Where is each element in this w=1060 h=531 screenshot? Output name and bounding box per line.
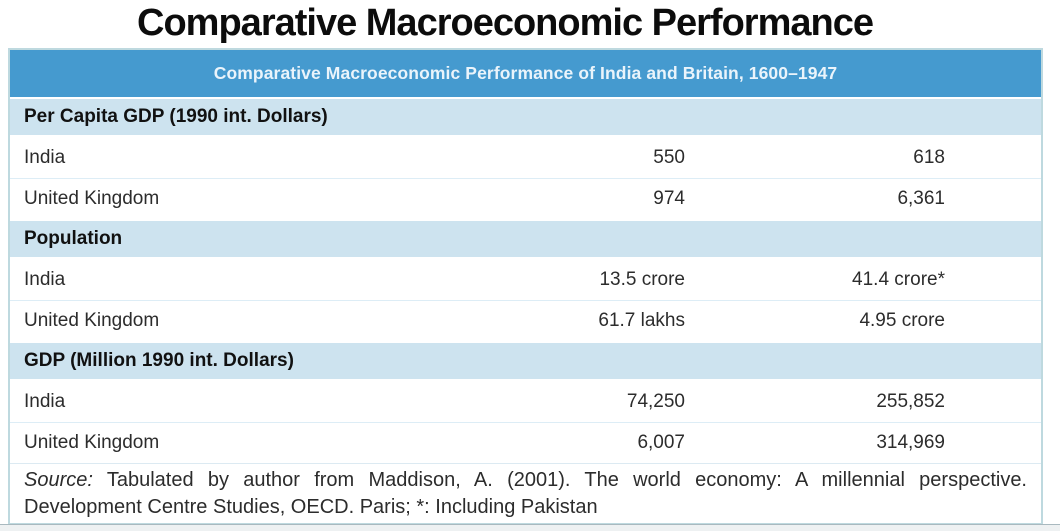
row-value-1600: 550	[653, 146, 685, 168]
row-value-1600: 13.5 crore	[599, 268, 685, 290]
row-value-1600: 74,250	[626, 390, 685, 412]
table-row: United Kingdom 61.7 lakhs 4.95 crore	[10, 300, 1041, 341]
table-title-bar: Comparative Macroeconomic Performance of…	[10, 50, 1041, 97]
section-header-per-capita-gdp: Per Capita GDP (1990 int. Dollars)	[10, 97, 1041, 137]
table-row: United Kingdom 6,007 314,969	[10, 422, 1041, 463]
source-label: Source:	[24, 469, 93, 491]
row-value-1947: 6,361	[897, 188, 945, 209]
page-title: Comparative Macroeconomic Performance	[137, 2, 874, 44]
row-value-1947: 255,852	[876, 390, 945, 412]
section-header-population: Population	[10, 219, 1041, 259]
table-row: India 74,250 255,852	[10, 381, 1041, 422]
row-value-1600: 61.7 lakhs	[598, 310, 685, 331]
row-value-1947: 314,969	[876, 432, 945, 453]
macro-performance-table: Comparative Macroeconomic Performance of…	[8, 48, 1043, 525]
row-value-1600: 6,007	[637, 432, 685, 453]
row-label: United Kingdom	[24, 310, 160, 331]
section-header-gdp: GDP (Million 1990 int. Dollars)	[10, 341, 1041, 381]
source-note: Source: Tabulated by author from Maddiso…	[10, 463, 1041, 523]
table-row: India 550 618	[10, 137, 1041, 178]
row-value-1600: 974	[653, 188, 685, 209]
row-label: United Kingdom	[24, 432, 160, 453]
bottom-edge-strip	[0, 524, 1060, 531]
row-value-1947: 618	[913, 146, 945, 168]
table-row: United Kingdom 974 6,361	[10, 178, 1041, 219]
row-label: India	[24, 146, 66, 168]
row-label: India	[24, 390, 66, 412]
row-label: United Kingdom	[24, 188, 160, 209]
row-label: India	[24, 268, 66, 290]
table-row: India 13.5 crore 41.4 crore*	[10, 259, 1041, 300]
row-value-1947: 41.4 crore*	[852, 268, 945, 290]
row-value-1947: 4.95 crore	[859, 310, 945, 331]
source-text: Tabulated by author from Maddison, A. (2…	[24, 469, 1027, 518]
